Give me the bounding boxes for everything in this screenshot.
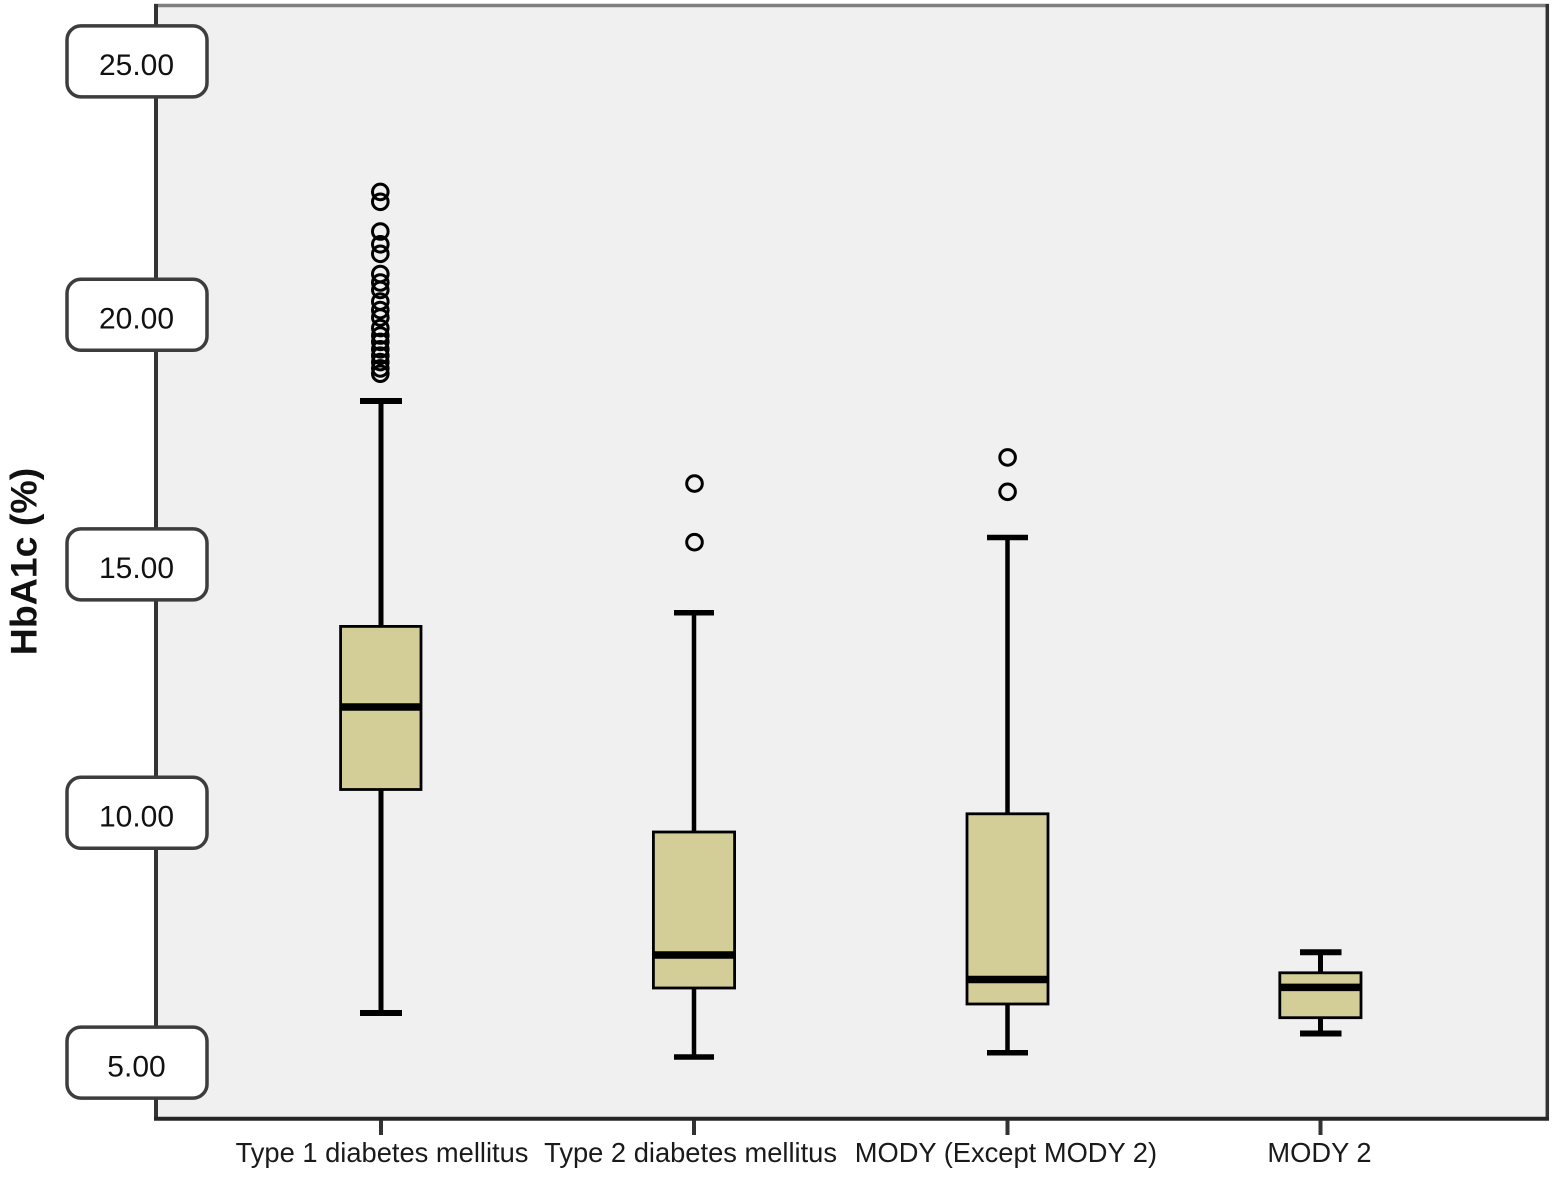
svg-text:Type 2 diabetes mellitus: Type 2 diabetes mellitus [544,1137,837,1168]
svg-text:25.00: 25.00 [99,49,174,82]
svg-text:MODY 2: MODY 2 [1267,1137,1371,1168]
svg-text:5.00: 5.00 [107,1050,165,1083]
svg-text:Type 1 diabetes mellitus: Type 1 diabetes mellitus [236,1137,529,1168]
svg-text:MODY (Except MODY 2): MODY (Except MODY 2) [855,1137,1157,1168]
svg-text:20.00: 20.00 [99,303,174,336]
svg-text:HbA1c (%): HbA1c (%) [3,468,45,656]
svg-text:15.00: 15.00 [99,552,174,585]
svg-text:10.00: 10.00 [99,801,174,834]
